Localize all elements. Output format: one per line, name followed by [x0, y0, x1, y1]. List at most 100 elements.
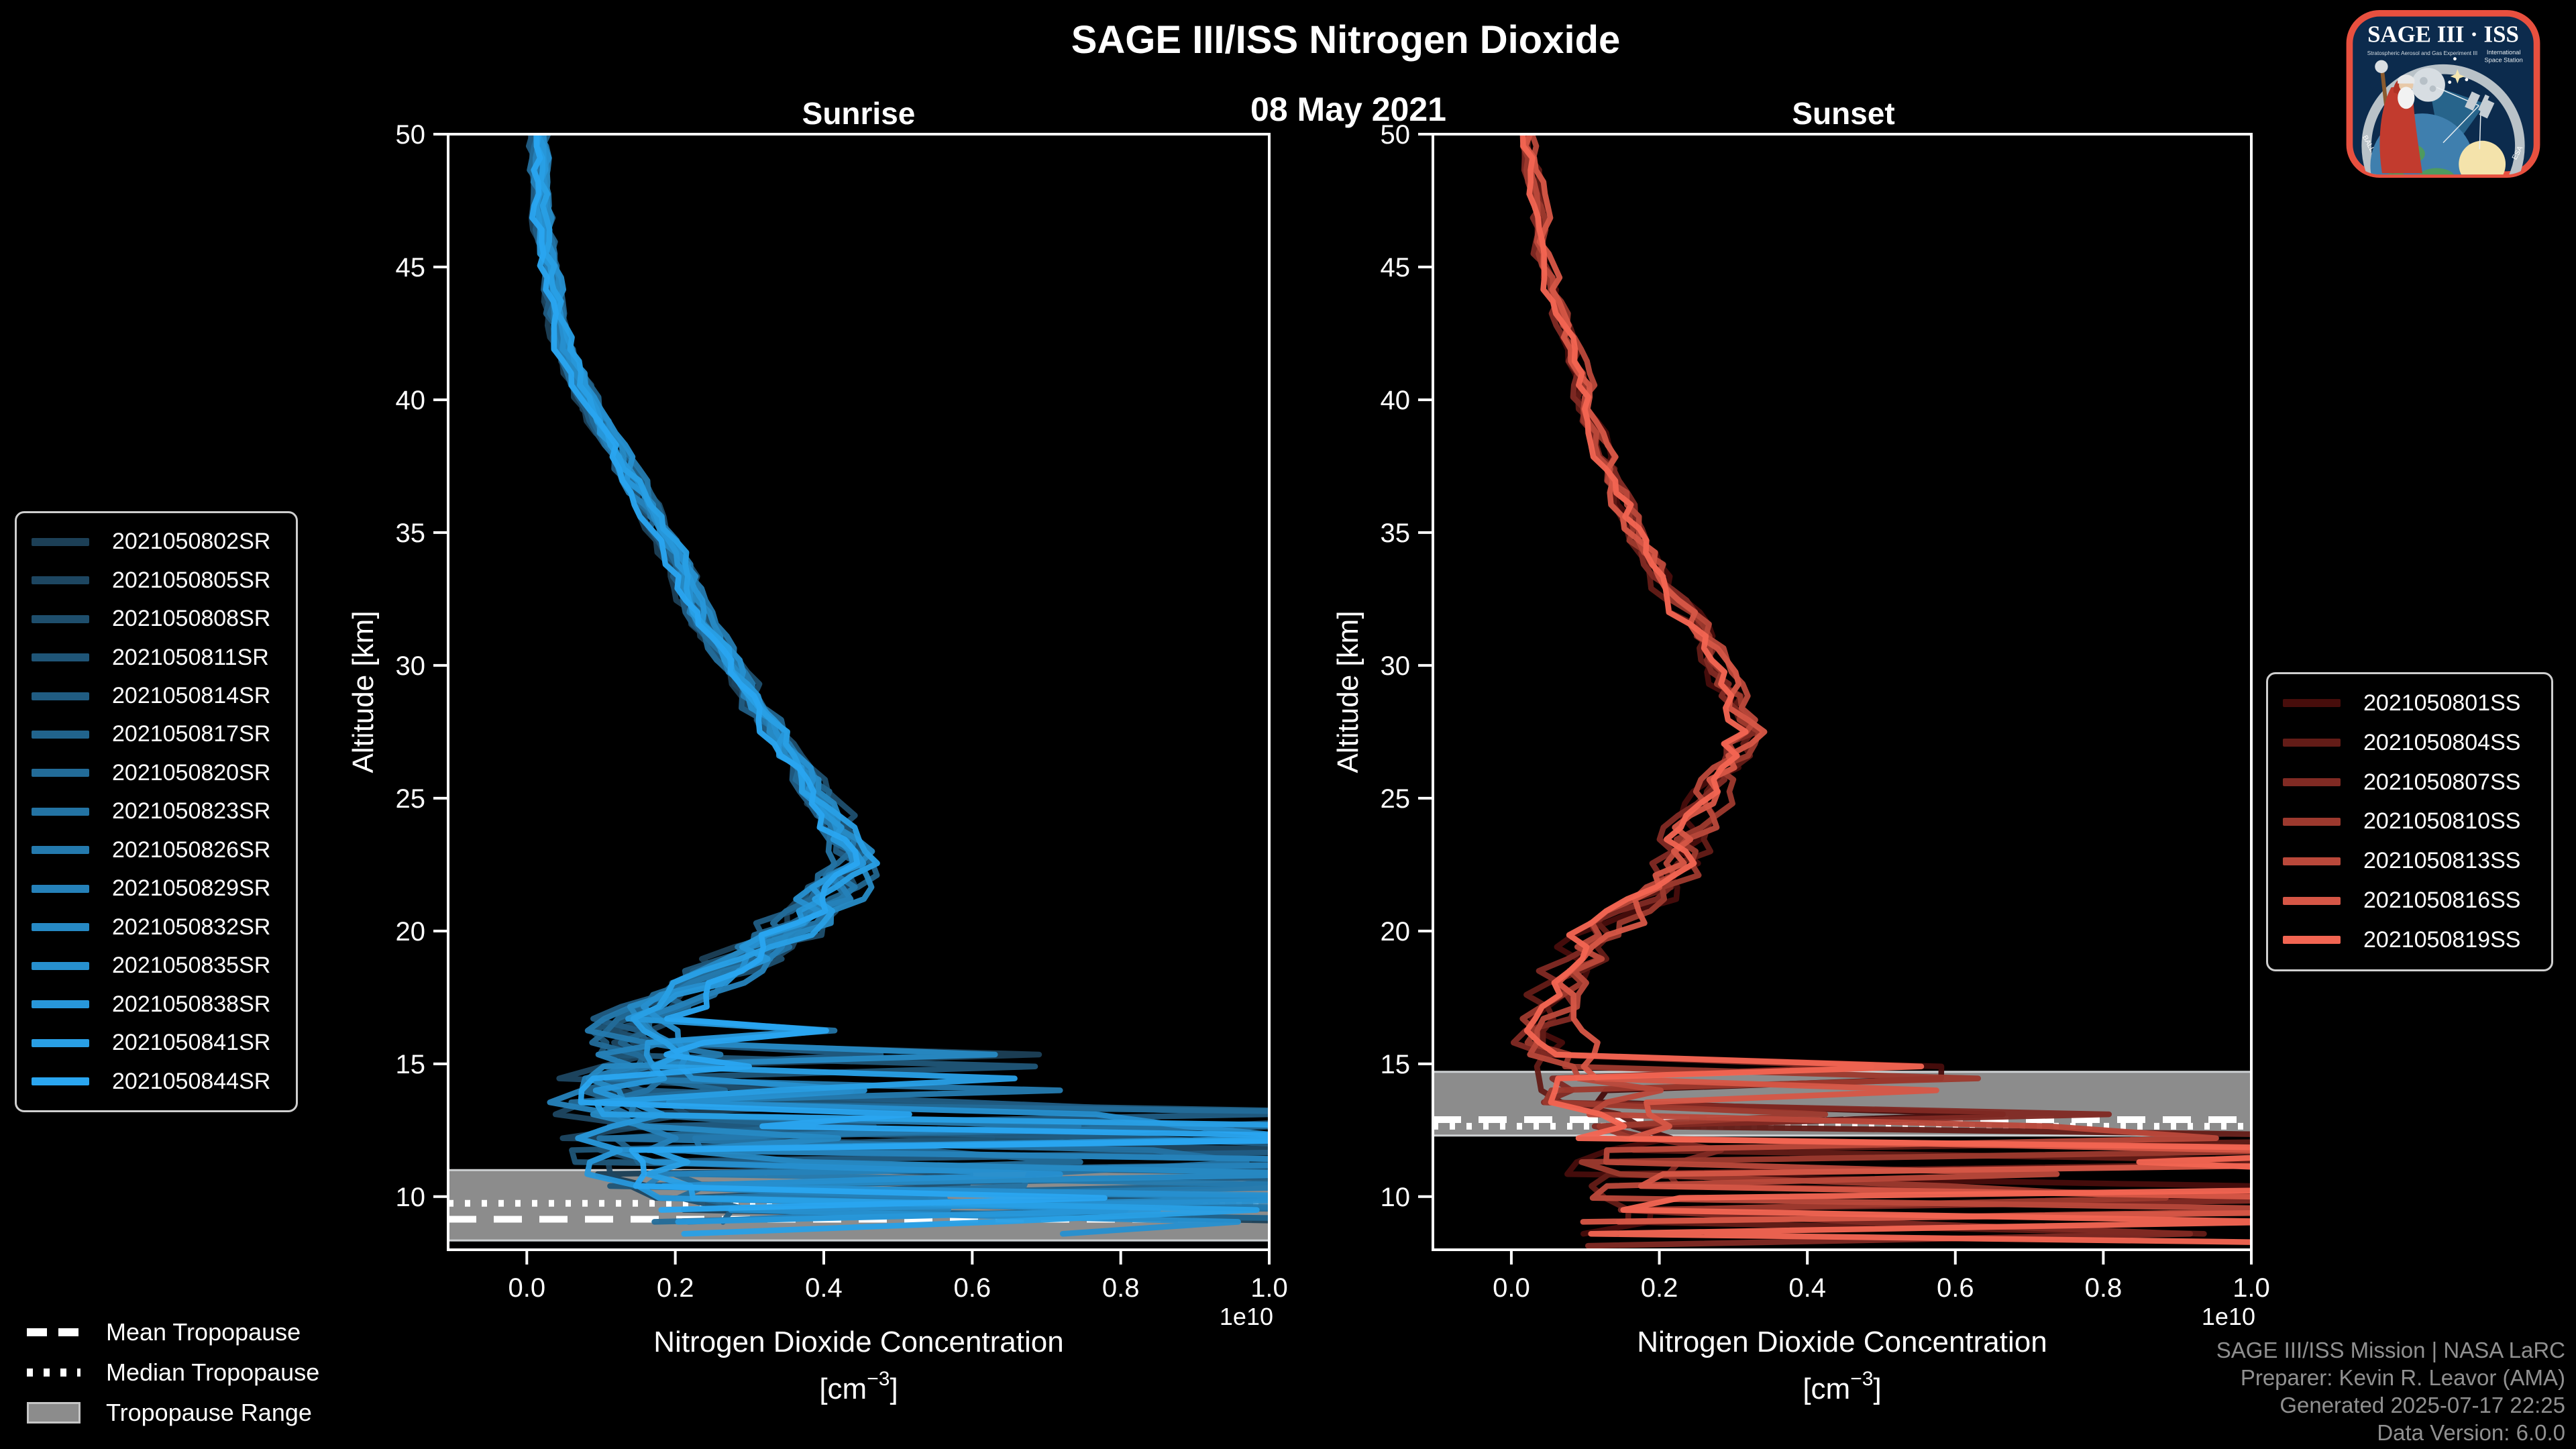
legend-label: 2021050817SR — [112, 721, 271, 747]
tropopause-range-swatch — [27, 1402, 80, 1424]
legend-row: 2021050814SR — [32, 677, 281, 715]
x-tick-label: 0.0 — [508, 1273, 546, 1303]
axes-spines — [1432, 133, 2253, 1251]
y-tick-label: 25 — [1381, 784, 1411, 814]
legend-label: 2021050808SR — [112, 606, 271, 632]
legend-row: 2021050811SR — [32, 639, 281, 677]
logo-subtitle-right2: Space Station — [2485, 57, 2523, 64]
legend-label: 2021050841SR — [112, 1030, 271, 1056]
credits-block: SAGE III/ISS Mission | NASA LaRC Prepare… — [2216, 1336, 2565, 1446]
legend-line-swatch — [32, 537, 89, 546]
legend-row: 2021050810SS — [2283, 802, 2536, 841]
legend-line-swatch — [32, 730, 89, 739]
legend-sunrise: 2021050802SR 2021050805SR 2021050808SR 2021… — [15, 511, 298, 1112]
legend-line-swatch — [32, 769, 89, 777]
x-tick-label: 0.0 — [1493, 1273, 1530, 1303]
legend-label: 2021050832SR — [112, 914, 271, 940]
logo-orbit-ring — [2361, 64, 2525, 175]
legend-row: 2021050804SS — [2283, 724, 2536, 762]
profile-line-2021050810SS — [1519, 134, 2251, 1213]
y-tick-label: 40 — [1381, 386, 1411, 415]
legend-row: 2021050813SS — [2283, 842, 2536, 880]
y-tick-label: 40 — [396, 386, 426, 415]
logo-title: SAGE III · ISS — [2367, 21, 2519, 47]
date-subtitle: 08 May 2021 — [1250, 91, 1446, 128]
tropopause-legend: Mean Tropopause Median Tropopause Tropop… — [27, 1312, 319, 1433]
profile-line-2021050816SS — [1522, 134, 2251, 1225]
y-tick-label: 45 — [1381, 253, 1411, 282]
legend-label: 2021050807SS — [2363, 769, 2521, 795]
y-tick-label: 30 — [1381, 651, 1411, 681]
x-axis-unit-label: [cm−3] — [819, 1368, 898, 1405]
credits-generated: Generated 2025-07-17 22:25 — [2279, 1393, 2565, 1417]
x-tick-label: 1.0 — [1250, 1273, 1288, 1303]
legend-label: 2021050838SR — [112, 991, 271, 1017]
tropopause-legend-row-mean: Mean Tropopause — [27, 1312, 319, 1352]
x-tick-label: 0.8 — [1102, 1273, 1140, 1303]
x-axis-label: Nitrogen Dioxide Concentration — [653, 1326, 1063, 1358]
legend-line-swatch — [2283, 739, 2341, 747]
x-axis-offset-label: 1e10 — [2202, 1303, 2255, 1330]
legend-line-swatch — [32, 1077, 89, 1086]
y-tick-label: 10 — [1381, 1183, 1411, 1212]
legend-label: 2021050829SR — [112, 875, 271, 902]
median-tropopause-swatch — [27, 1368, 80, 1377]
x-axis-unit-label: [cm−3] — [1803, 1368, 1881, 1405]
tropopause-range-label: Tropopause Range — [106, 1399, 312, 1426]
legend-row: 2021050801SS — [2283, 684, 2536, 722]
x-tick-label: 0.2 — [657, 1273, 694, 1303]
page-title: SAGE III/ISS Nitrogen Dioxide — [1071, 18, 1621, 62]
legend-row: 2021050823SR — [32, 792, 281, 830]
legend-label: 2021050819SS — [2363, 926, 2521, 953]
legend-label: 2021050805SR — [112, 567, 271, 593]
profile-line-2021050819SS — [1519, 134, 2251, 1245]
legend-row: 2021050819SS — [2283, 921, 2536, 959]
y-tick-label: 50 — [396, 120, 426, 150]
legend-row: 2021050835SR — [32, 947, 281, 985]
legend-line-swatch — [2283, 896, 2341, 905]
x-tick-label: 0.6 — [1937, 1273, 1974, 1303]
legend-line-swatch — [2283, 857, 2341, 865]
y-axis-label: Altitude [km] — [347, 610, 380, 773]
legend-row: 2021050841SR — [32, 1024, 281, 1062]
credits-data-version: Data Version: 6.0.0 — [2377, 1420, 2565, 1445]
y-tick-label: 35 — [1381, 519, 1411, 548]
legend-line-swatch — [32, 961, 89, 970]
legend-label: 2021050801SS — [2363, 690, 2521, 716]
legend-label: 2021050835SR — [112, 953, 271, 979]
legend-row: 2021050817SR — [32, 715, 281, 753]
y-tick-label: 15 — [396, 1050, 426, 1079]
x-tick-label: 0.4 — [805, 1273, 843, 1303]
legend-label: 2021050844SR — [112, 1068, 271, 1094]
legend-label: 2021050816SS — [2363, 888, 2521, 914]
legend-line-swatch — [2283, 778, 2341, 787]
legend-label: 2021050811SR — [112, 644, 269, 670]
legend-row: 2021050844SR — [32, 1063, 281, 1101]
mean-tropopause-swatch — [27, 1328, 80, 1336]
x-tick-label: 0.8 — [2085, 1273, 2123, 1303]
x-tick-label: 0.2 — [1641, 1273, 1678, 1303]
y-tick-label: 15 — [1381, 1050, 1411, 1079]
legend-label: 2021050826SR — [112, 837, 271, 863]
legend-row: 2021050829SR — [32, 869, 281, 908]
legend-line-swatch — [32, 614, 89, 623]
legend-line-swatch — [32, 1038, 89, 1047]
legend-label: 2021050813SS — [2363, 848, 2521, 874]
tropopause-legend-row-median: Median Tropopause — [27, 1352, 319, 1393]
x-tick-label: 1.0 — [2233, 1273, 2270, 1303]
legend-line-swatch — [32, 576, 89, 585]
legend-line-swatch — [32, 692, 89, 700]
y-tick-label: 50 — [1381, 120, 1411, 150]
profile-line-2021050805SR — [527, 134, 1269, 1212]
legend-label: 2021050820SR — [112, 759, 271, 786]
legend-sunset: 2021050801SS 2021050804SS 2021050807SS 2021… — [2266, 672, 2553, 971]
plot-area-sunset — [1433, 134, 2251, 1249]
legend-line-swatch — [32, 807, 89, 816]
legend-line-swatch — [32, 653, 89, 662]
y-tick-label: 45 — [396, 253, 426, 282]
legend-line-swatch — [2283, 936, 2341, 945]
y-tick-label: 20 — [396, 917, 426, 947]
profile-line-2021050823SR — [535, 134, 1269, 1212]
legend-row: 2021050805SR — [32, 561, 281, 600]
